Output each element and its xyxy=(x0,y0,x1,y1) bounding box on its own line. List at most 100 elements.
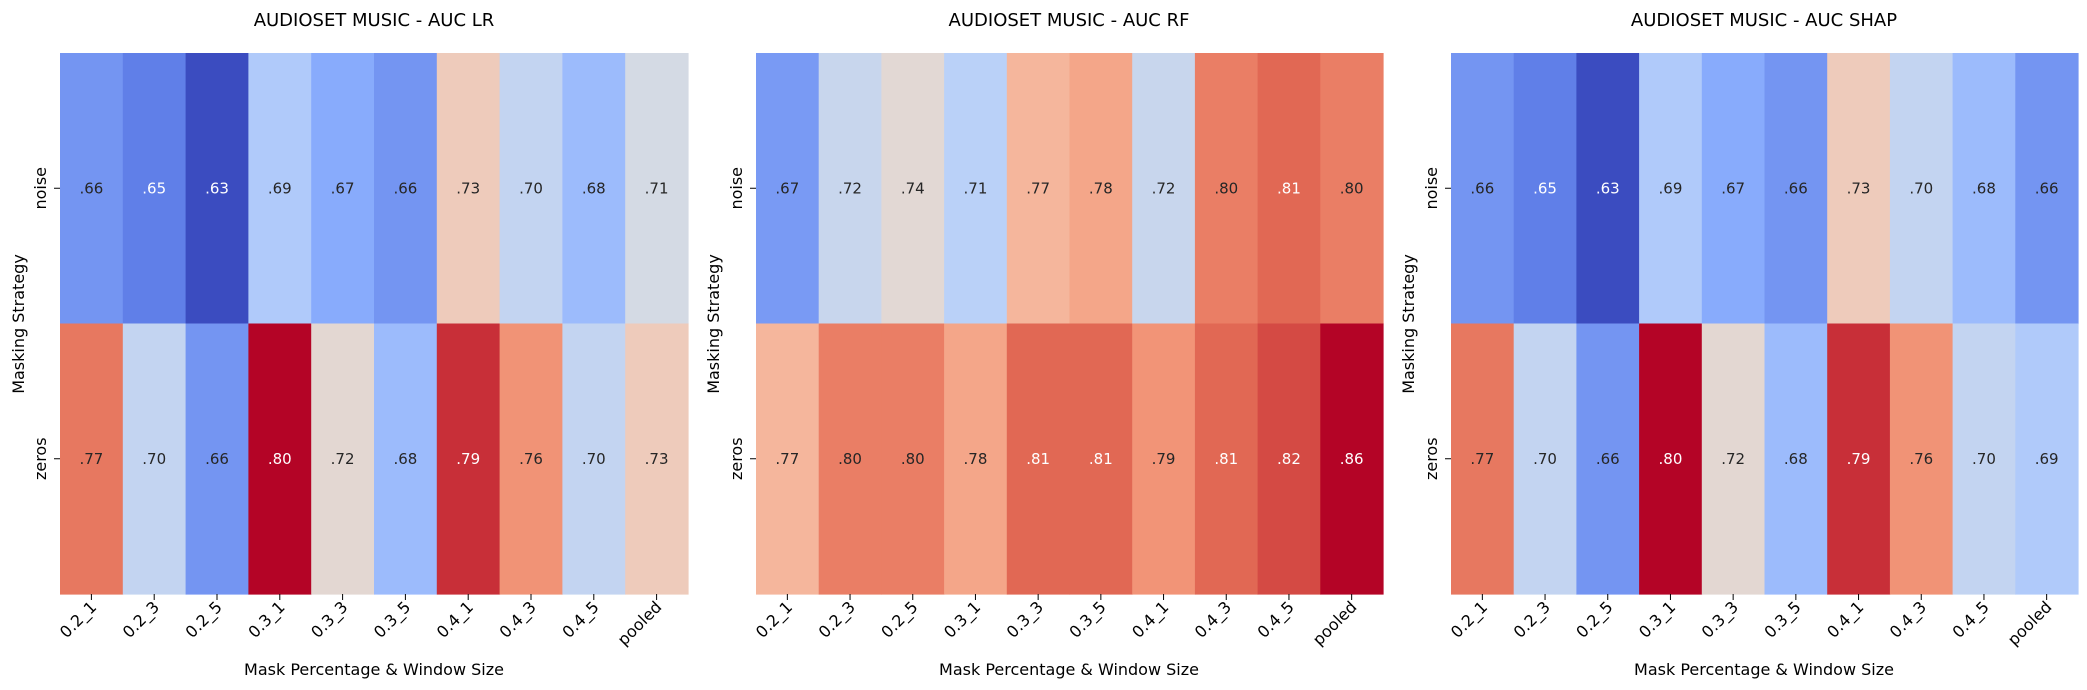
cell-value-label: .79 xyxy=(1152,450,1176,468)
x-tick-label: pooled xyxy=(614,597,666,649)
x-tick-label: 0.3_5 xyxy=(370,597,415,642)
heatmap-cell xyxy=(1827,323,1891,595)
heatmap-cell xyxy=(185,53,249,325)
heatmap-cells: .67 .72 .74 .71 .77 .78 .72 .80 .81 .80 .77 .80 .80.… xyxy=(756,53,1384,595)
y-tick-label: noise xyxy=(31,167,50,210)
heatmap-cell xyxy=(1451,323,1515,595)
heatmap-cell xyxy=(122,53,187,325)
x-tick-label: 0.2_5 xyxy=(182,597,227,642)
heatmap-cell xyxy=(311,323,375,595)
x-axis-label: Mask Percentage & Window Size xyxy=(1634,660,1894,679)
y-tick-label: zeros xyxy=(727,437,746,480)
heatmap-cell xyxy=(2015,53,2079,325)
x-tick-label: 0.3_1 xyxy=(940,597,985,642)
x-tick-label: 0.3_3 xyxy=(1698,597,1743,642)
cell-value-label: .80 xyxy=(838,450,862,468)
y-axis-label: Masking Strategy xyxy=(1399,254,1418,394)
cell-value-label: .80 xyxy=(1659,450,1683,468)
cell-value-label: .70 xyxy=(582,450,606,468)
x-axis: 0.2_1 0.2_3 0.2_5 0.3_1 0.3_3 0.3_5 0.4_1 0.4_3… xyxy=(752,594,1360,649)
x-tick-label: 0.3_3 xyxy=(307,597,352,642)
cell-value-label: .73 xyxy=(645,450,669,468)
heatmap-cell xyxy=(881,323,945,595)
cell-value-label: .69 xyxy=(1659,179,1683,197)
cell-value-label: .76 xyxy=(1909,450,1933,468)
x-tick-label: 0.2_1 xyxy=(56,597,101,642)
cell-value-label: .68 xyxy=(582,179,606,197)
cell-value-label: .69 xyxy=(2035,450,2059,468)
y-axis: noise zeros xyxy=(727,167,756,480)
heatmap-cell xyxy=(1257,53,1321,325)
heatmap-cell xyxy=(185,323,249,595)
heatmap-cell xyxy=(2015,323,2079,595)
heatmap-cell xyxy=(499,323,563,595)
cell-value-label: .68 xyxy=(393,450,417,468)
cell-value-label: .76 xyxy=(519,450,543,468)
x-tick-label: 0.2_5 xyxy=(877,597,922,642)
heatmap-cell xyxy=(562,53,626,325)
cell-value-label: .81 xyxy=(1277,179,1301,197)
heatmap-panel-lr: AUDIOSET MUSIC - AUC LR .66 .65 .63 .69 .67.… xyxy=(9,10,689,679)
cell-value-label: .73 xyxy=(1847,179,1871,197)
heatmap-cell xyxy=(1639,323,1703,595)
cell-value-label: .80 xyxy=(901,450,925,468)
cell-value-label: .66 xyxy=(205,450,229,468)
heatmap-cell xyxy=(1701,53,1766,325)
x-axis: 0.2_1 0.2_3 0.2_5 0.3_1 0.3_3 0.3_5 0.4_1 0.4_3… xyxy=(1447,594,2055,649)
x-tick-label: 0.4_1 xyxy=(1128,597,1173,642)
cell-value-label: .66 xyxy=(79,179,103,197)
heatmap-cell xyxy=(1006,323,1071,595)
cell-value-label: .77 xyxy=(1026,179,1050,197)
heatmap-cell xyxy=(1576,323,1640,595)
heatmap-cell xyxy=(436,323,501,595)
heatmap-cell xyxy=(756,53,820,325)
cell-value-label: .69 xyxy=(268,179,292,197)
heatmap-cell xyxy=(1069,323,1133,595)
cell-value-label: .67 xyxy=(331,179,355,197)
heatmap-cell xyxy=(1513,323,1577,595)
y-axis: noise zeros xyxy=(31,167,60,480)
heatmap-cell xyxy=(1576,53,1640,325)
heatmap-cell xyxy=(944,53,1008,325)
heatmap-panel-rf: AUDIOSET MUSIC - AUC RF .67 .72 .74 .71 .77.… xyxy=(704,10,1384,679)
heatmap-cell xyxy=(60,323,124,595)
heatmap-cell xyxy=(374,323,438,595)
cell-value-label: .80 xyxy=(1340,179,1364,197)
heatmap-cell xyxy=(1320,53,1384,325)
x-tick-label: 0.4_1 xyxy=(1823,597,1868,642)
heatmap-cell xyxy=(1701,323,1766,595)
y-axis-label: Masking Strategy xyxy=(704,254,723,394)
heatmap-cell xyxy=(436,53,501,325)
heatmap-cell xyxy=(1006,53,1071,325)
cell-value-label: .72 xyxy=(1721,450,1745,468)
x-tick-label: 0.4_1 xyxy=(433,597,478,642)
cell-value-label: .80 xyxy=(1214,179,1238,197)
cell-value-label: .74 xyxy=(901,179,925,197)
heatmap-cell xyxy=(881,53,945,325)
cell-value-label: .71 xyxy=(645,179,669,197)
x-axis-label: Mask Percentage & Window Size xyxy=(939,660,1199,679)
x-axis: 0.2_1 0.2_3 0.2_5 0.3_1 0.3_3 0.3_5 0.4_1 0.4_3… xyxy=(56,594,665,649)
heatmap-cell xyxy=(1952,53,2016,325)
cell-value-label: .77 xyxy=(775,450,799,468)
x-tick-label: 0.3_1 xyxy=(1635,597,1680,642)
heatmap-cell xyxy=(1194,323,1259,595)
x-tick-label: 0.2_1 xyxy=(1447,597,1492,642)
heatmap-cell xyxy=(1320,323,1384,595)
heatmap-cell xyxy=(944,323,1008,595)
heatmap-cell xyxy=(625,53,689,325)
y-tick-label: noise xyxy=(1422,167,1441,210)
heatmap-cell xyxy=(499,53,563,325)
y-tick-label: noise xyxy=(727,167,746,210)
x-tick-label: 0.2_3 xyxy=(119,597,164,642)
cell-value-label: .66 xyxy=(1596,450,1620,468)
heatmap-cell xyxy=(60,53,124,325)
cell-value-label: .66 xyxy=(1784,179,1808,197)
cell-value-label: .79 xyxy=(456,450,480,468)
heatmap-cell xyxy=(1513,53,1577,325)
cell-value-label: .67 xyxy=(1721,179,1745,197)
heatmap-cells: .66 .65 .63 .69 .67 .66 .73 .70 .68 .71 .77 .70 .66.… xyxy=(60,53,689,595)
y-axis-label: Masking Strategy xyxy=(9,254,28,394)
x-tick-label: 0.2_1 xyxy=(752,597,797,642)
